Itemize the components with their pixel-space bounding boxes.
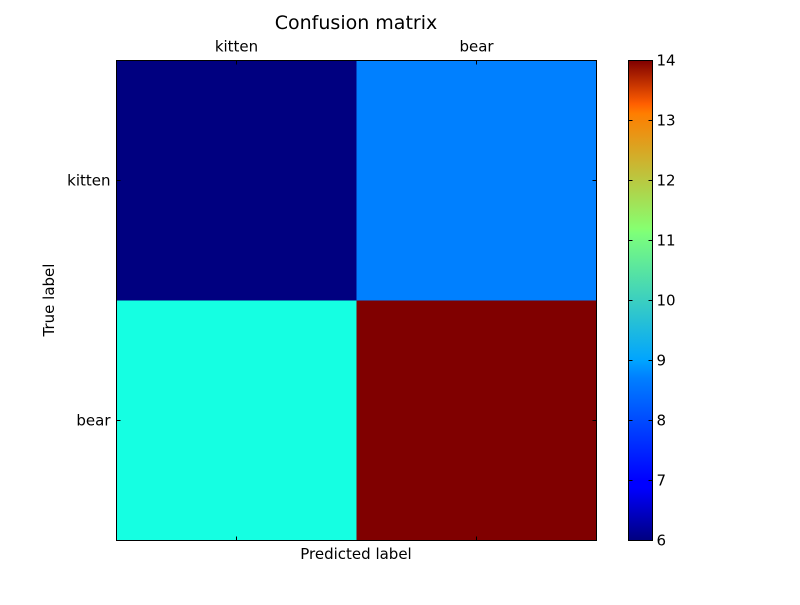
axis-ticks — [116, 60, 597, 541]
chart-title: Confusion matrix — [275, 12, 437, 34]
y-tick-label: kitten — [67, 172, 110, 190]
y-axis-label: True label — [40, 264, 58, 338]
colorbar-tick-label: 7 — [657, 472, 667, 490]
colorbar-tick-label: 8 — [657, 412, 667, 430]
x-tick-label: kitten — [215, 38, 258, 56]
colorbar-tick-label: 9 — [657, 352, 667, 370]
x-axis-label: Predicted label — [300, 545, 411, 563]
y-tick-label: bear — [76, 412, 111, 430]
plot-frame — [116, 60, 597, 541]
colorbar-tick-label: 10 — [657, 292, 676, 310]
heatmap-cell-kitten-kitten — [116, 60, 357, 301]
x-tick-label: bear — [459, 38, 494, 56]
colorbar-tick-label: 6 — [657, 532, 667, 550]
heatmap-cell-bear-bear — [356, 300, 597, 541]
colorbar-tick-label: 11 — [657, 232, 676, 250]
colorbar-tick-label: 13 — [657, 112, 676, 130]
heatmap-cells — [116, 60, 597, 541]
colorbar-tick-label: 12 — [657, 172, 676, 190]
colorbar-ticks: 6 7 8 9 10 11 12 13 14 — [628, 52, 676, 550]
axis-tick-labels: kitten bear kitten bear — [67, 38, 494, 430]
heatmap-cell-kitten-bear — [356, 60, 597, 301]
colorbar-tick-label: 14 — [657, 52, 676, 70]
heatmap-cell-bear-kitten — [116, 300, 357, 541]
